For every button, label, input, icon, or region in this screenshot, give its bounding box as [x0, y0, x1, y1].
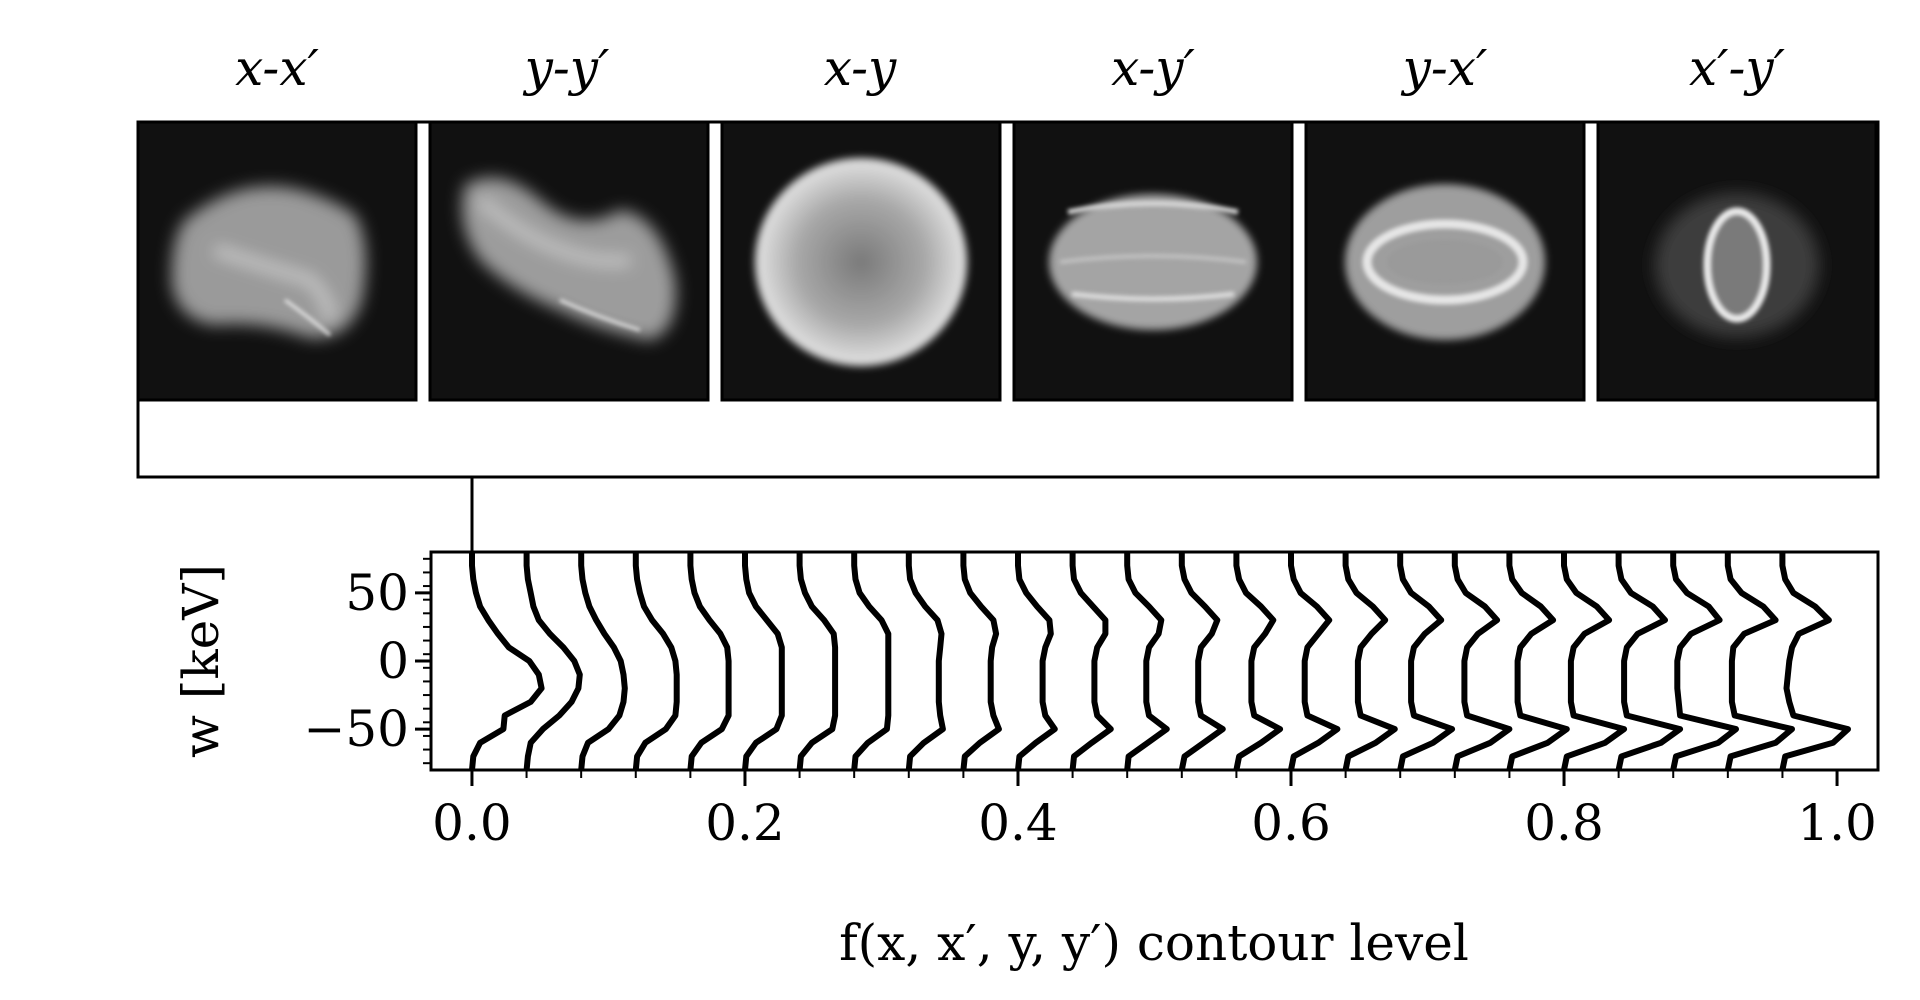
image-panel-6 [1596, 120, 1878, 402]
series-line-24 [1724, 552, 1795, 771]
x-axis-label: f(x, x′, y, y′) contour level [839, 914, 1469, 972]
x-tick-label-6: 1.0 [1797, 794, 1877, 852]
series-line-4 [632, 552, 680, 771]
series-line-15 [1233, 552, 1284, 771]
panel-titles: x-x′ y-y′ x-y x-y′ y-x′ x′-y′ [235, 39, 1786, 97]
image-panel-3 [720, 120, 1002, 402]
panel-4-density [1049, 194, 1257, 330]
series-line-19 [1451, 552, 1513, 771]
series-line-13 [1124, 552, 1170, 771]
line-plot: 0.0 0.2 0.4 0.6 0.8 1.0 50 0 −50 f(x, x′, y, y′)… [172, 550, 1880, 972]
series-line-8 [851, 552, 892, 771]
image-panel-4 [1012, 120, 1294, 402]
y-tick-label-3: −50 [303, 700, 409, 758]
series-line-22 [1615, 552, 1684, 771]
panel-1-density [171, 186, 366, 339]
image-panel-2 [428, 120, 710, 402]
y-tick-label-2: 0 [377, 632, 409, 690]
series-line-6 [742, 552, 785, 771]
panel-4-bands [1059, 201, 1247, 302]
series-line-10 [960, 552, 1002, 771]
series-line-1 [469, 552, 545, 771]
series-line-7 [796, 552, 839, 771]
panel-2-density [462, 177, 676, 340]
x-tick-label-2: 0.2 [705, 794, 785, 852]
series-line-20 [1506, 552, 1570, 771]
panel-title-2: y-y′ [523, 39, 610, 97]
x-tick-label-3: 0.4 [978, 794, 1058, 852]
series-line-3 [578, 552, 628, 771]
plot-frame [429, 550, 1880, 772]
panel-title-1: x-x′ [235, 39, 319, 97]
series-line-18 [1397, 552, 1456, 771]
y-tick-label-1: 50 [345, 564, 409, 622]
panel-title-4: x-y′ [1111, 39, 1195, 97]
y-axis-label: w [keV] [172, 564, 230, 758]
image-panel-1 [136, 120, 418, 402]
panel-title-6: x′-y′ [1689, 39, 1786, 97]
panel-title-3: x-y [824, 39, 897, 97]
series-line-14 [1178, 552, 1226, 771]
series-line-11 [1015, 552, 1058, 771]
series-line-23 [1670, 552, 1739, 771]
series-line-9 [905, 552, 946, 771]
plot-curves [469, 552, 1851, 771]
panel-3-density [755, 158, 967, 366]
series-line-2 [523, 552, 583, 771]
x-tick-label-4: 0.6 [1251, 794, 1331, 852]
series-line-5 [687, 552, 732, 771]
series-line-12 [1069, 552, 1114, 771]
plot-ticks: 0.0 0.2 0.4 0.6 0.8 1.0 50 0 −50 [303, 557, 1877, 852]
series-line-21 [1561, 552, 1628, 771]
series-line-17 [1342, 552, 1398, 771]
series-line-25 [1779, 552, 1851, 771]
panel-6-ring [1703, 207, 1771, 323]
panel-title-5: y-x′ [1401, 39, 1488, 97]
panel-5-ring [1362, 219, 1528, 305]
series-line-16 [1288, 552, 1341, 771]
image-panel-5 [1304, 120, 1586, 402]
x-tick-label-1: 0.0 [432, 794, 512, 852]
x-tick-label-5: 0.8 [1524, 794, 1604, 852]
